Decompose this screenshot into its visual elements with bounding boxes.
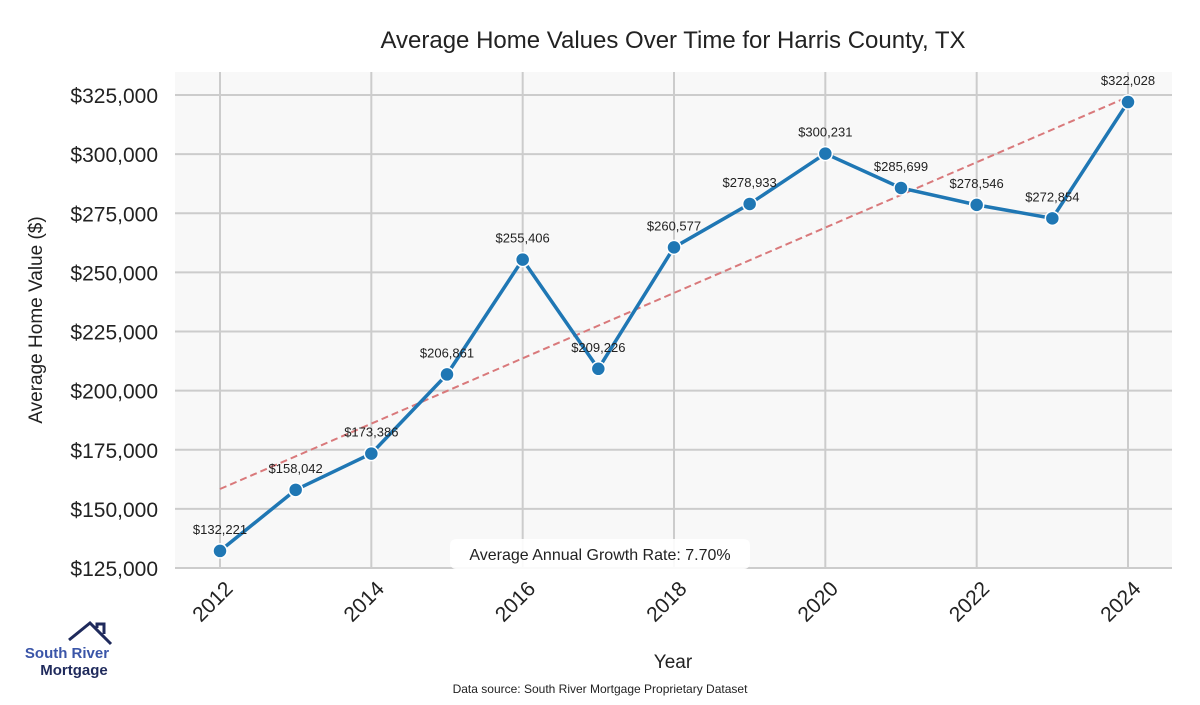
data-point xyxy=(817,145,834,162)
y-tick-label: $225,000 xyxy=(70,322,158,345)
x-tick-label: 2014 xyxy=(340,577,390,627)
data-label: $173,386 xyxy=(344,425,398,440)
data-point xyxy=(1044,210,1061,227)
data-label: $206,861 xyxy=(420,345,474,360)
data-source: Data source: South River Mortgage Propri… xyxy=(453,682,748,696)
logo-line2: Mortgage xyxy=(40,662,108,679)
data-point xyxy=(968,197,985,213)
y-tick-label: $300,000 xyxy=(70,144,158,167)
data-label: $132,221 xyxy=(193,522,247,537)
y-tick-label: $125,000 xyxy=(70,558,158,581)
logo: South River Mortgage xyxy=(25,620,113,679)
data-label: $278,546 xyxy=(950,176,1004,191)
data-point xyxy=(893,180,909,196)
data-label: $209,226 xyxy=(571,340,625,355)
data-label: $158,042 xyxy=(269,461,323,476)
annotation-box xyxy=(450,539,750,569)
y-tick-label: $175,000 xyxy=(70,440,158,463)
grid xyxy=(175,72,1172,569)
x-tick-label: 2024 xyxy=(1096,577,1146,627)
data-point xyxy=(666,239,682,256)
data-label: $260,577 xyxy=(647,218,701,233)
x-tick-label: 2016 xyxy=(491,577,540,626)
data-label: $285,699 xyxy=(874,159,928,174)
y-axis-label: Average Home Value ($) xyxy=(26,216,47,423)
y-tick-label: $275,000 xyxy=(70,203,158,226)
data-label: $322,028 xyxy=(1101,73,1155,88)
data-label: $300,231 xyxy=(798,125,852,140)
x-axis-label: Year xyxy=(654,652,693,673)
data-label: $272,854 xyxy=(1025,189,1079,204)
y-tick-label: $150,000 xyxy=(70,499,158,522)
data-point xyxy=(514,251,531,268)
x-tick-label: 2022 xyxy=(945,577,994,626)
chart-title: Average Home Values Over Time for Harris… xyxy=(380,27,965,54)
data-point xyxy=(1120,94,1136,110)
chimney-icon xyxy=(95,622,106,634)
y-tick-labels: $125,000 $150,000 $175,000 $200,000 $225,000… xyxy=(70,85,158,581)
x-tick-label: 2020 xyxy=(794,577,843,626)
data-labels: $132,221 $158,042 $173,386 $206,861 $255,406… xyxy=(193,73,1155,537)
y-tick-label: $250,000 xyxy=(70,262,158,285)
logo-line1: South River xyxy=(25,645,109,662)
data-point xyxy=(741,196,758,212)
data-point xyxy=(439,366,455,383)
x-tick-label: 2012 xyxy=(188,577,237,626)
house-roof-icon xyxy=(68,620,113,646)
data-points xyxy=(212,94,1136,559)
x-tick-label: 2018 xyxy=(642,577,691,626)
growth-rate-annotation: Average Annual Growth Rate: 7.70% xyxy=(469,547,730,564)
data-point xyxy=(287,482,304,498)
data-label: $278,933 xyxy=(723,175,777,190)
x-tick-labels: 2012 2014 2016 2018 2020 2022 2024 xyxy=(188,577,1146,627)
data-point xyxy=(363,445,380,462)
data-point xyxy=(590,361,607,377)
y-tick-label: $325,000 xyxy=(70,85,158,108)
y-tick-label: $200,000 xyxy=(70,381,158,404)
data-point xyxy=(212,543,228,559)
data-label: $255,406 xyxy=(496,231,550,246)
